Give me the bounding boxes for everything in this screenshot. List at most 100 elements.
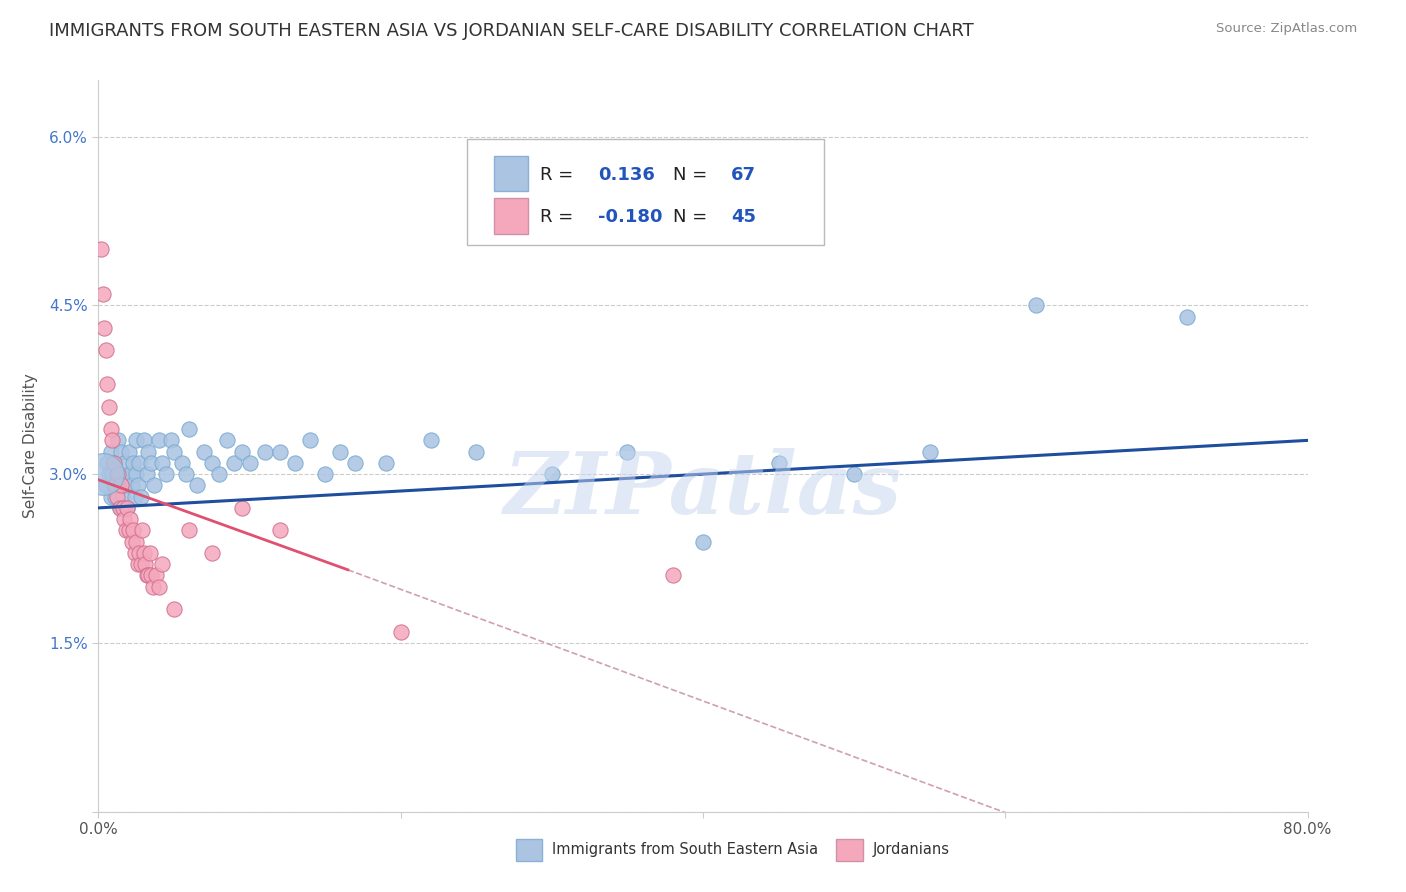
Point <box>135 568 157 582</box>
Point <box>148 434 170 448</box>
Y-axis label: Self-Care Disability: Self-Care Disability <box>22 374 38 518</box>
Point <box>98 467 121 482</box>
Point <box>105 467 128 482</box>
Point <box>208 467 231 482</box>
Point <box>90 242 112 256</box>
Point <box>150 456 173 470</box>
Point <box>170 456 193 470</box>
Point <box>100 490 122 504</box>
Point <box>93 321 115 335</box>
Point <box>115 500 138 515</box>
Text: R =: R = <box>540 167 579 185</box>
Point <box>160 434 183 448</box>
Point <box>179 524 201 538</box>
Text: IMMIGRANTS FROM SOUTH EASTERN ASIA VS JORDANIAN SELF-CARE DISABILITY CORRELATION: IMMIGRANTS FROM SOUTH EASTERN ASIA VS JO… <box>49 22 974 40</box>
Point <box>112 456 135 470</box>
Point <box>150 557 173 571</box>
Point <box>122 456 145 470</box>
Point <box>108 500 131 515</box>
Point <box>193 444 215 458</box>
Point <box>231 444 253 458</box>
Point <box>136 568 159 582</box>
Point <box>918 444 941 458</box>
Point <box>94 478 117 492</box>
Point <box>201 456 224 470</box>
Point <box>420 434 443 448</box>
Point <box>100 422 122 436</box>
Point <box>129 490 152 504</box>
Point <box>141 568 163 582</box>
Bar <box>516 838 543 861</box>
Point <box>163 444 186 458</box>
Point <box>114 524 136 538</box>
Text: 67: 67 <box>731 167 756 185</box>
Point <box>284 456 307 470</box>
Point <box>108 500 131 515</box>
Text: 45: 45 <box>731 209 756 227</box>
Point <box>215 434 238 448</box>
Point <box>1175 310 1198 324</box>
Point <box>122 524 145 538</box>
Point <box>299 434 322 448</box>
Point <box>143 478 166 492</box>
Point <box>141 456 163 470</box>
Point <box>111 500 134 515</box>
Point <box>253 444 276 458</box>
Point <box>110 444 132 458</box>
Point <box>120 467 142 482</box>
Point <box>118 444 141 458</box>
Point <box>91 287 114 301</box>
Text: 0.136: 0.136 <box>598 167 655 185</box>
Point <box>125 467 148 482</box>
Point <box>100 444 122 458</box>
Point <box>124 546 146 560</box>
Point <box>110 467 132 482</box>
Point <box>134 557 156 571</box>
Point <box>142 580 165 594</box>
Point <box>124 490 146 504</box>
Point <box>110 478 132 492</box>
Text: Jordanians: Jordanians <box>872 842 949 857</box>
Point <box>148 580 170 594</box>
Point <box>239 456 262 470</box>
Point <box>103 456 125 470</box>
Point <box>1024 298 1046 312</box>
Point <box>103 478 125 492</box>
Point <box>128 456 150 470</box>
Point <box>374 456 396 470</box>
Text: N =: N = <box>672 167 713 185</box>
Point <box>344 456 367 470</box>
Point <box>231 500 253 515</box>
Point <box>131 524 153 538</box>
Point <box>104 478 127 492</box>
Point <box>540 467 562 482</box>
Point <box>201 546 224 560</box>
Point <box>661 568 683 582</box>
Point <box>139 546 162 560</box>
Point <box>186 478 208 492</box>
FancyBboxPatch shape <box>467 139 824 244</box>
Point <box>179 422 201 436</box>
Bar <box>494 156 527 192</box>
Bar <box>494 198 527 234</box>
Point <box>91 467 114 482</box>
Point <box>112 512 135 526</box>
Point <box>163 602 186 616</box>
Point <box>128 546 150 560</box>
Point <box>465 444 488 458</box>
Point <box>121 534 143 549</box>
Point <box>314 467 336 482</box>
Point <box>107 467 129 482</box>
Point <box>104 490 127 504</box>
Bar <box>837 838 863 861</box>
Point <box>127 478 149 492</box>
Point <box>115 500 138 515</box>
Point <box>98 400 121 414</box>
Point <box>136 444 159 458</box>
Text: N =: N = <box>672 209 713 227</box>
Point <box>127 557 149 571</box>
Point <box>111 490 134 504</box>
Text: R =: R = <box>540 209 579 227</box>
Text: ZIPatlas: ZIPatlas <box>503 448 903 532</box>
Point <box>132 434 155 448</box>
